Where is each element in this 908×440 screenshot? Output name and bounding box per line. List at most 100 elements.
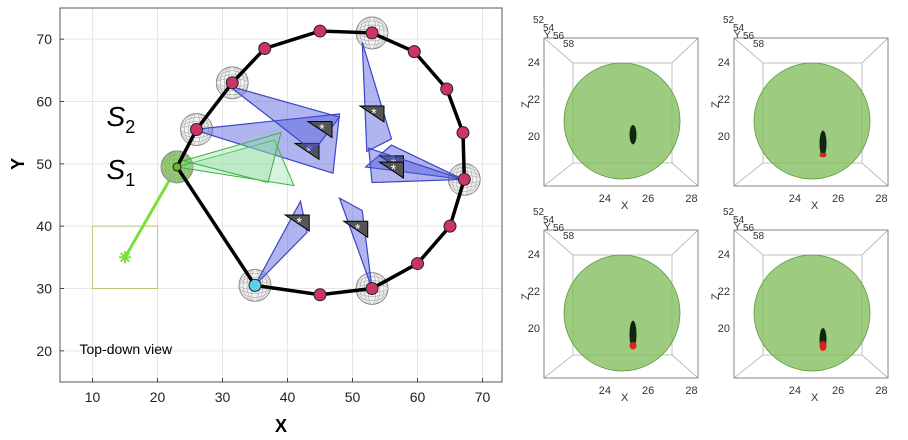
centroid-star: * [371,105,377,121]
sphere-meridian [164,150,190,184]
target-box [92,225,158,290]
inset-z-tick: 20 [718,323,730,335]
robot-chain [175,29,467,297]
box-edge [733,37,764,64]
y-tick-label: 30 [36,281,52,297]
sphere-parallel [160,154,194,180]
inset-depth-axis-mark: Y [734,30,741,41]
box-edge [733,162,764,187]
chain-node [440,82,454,96]
inset-z-label: Z [520,293,532,300]
chain-node [313,24,327,38]
chain-node [258,42,272,56]
inset-depth-axis-mark: Y [734,222,741,233]
grid [60,8,502,382]
box-edge [861,162,889,187]
inset-z-tick: 24 [528,249,540,261]
support-triangle [338,196,373,289]
box-edge [861,354,889,379]
inset-depth-tick: 54 [733,23,745,34]
y-tick-label: 70 [36,31,52,47]
sphere-label-s2: S2 [107,101,136,137]
axis-ticks: 10 20 30 40 50 60 70 20 30 40 50 60 70 [36,31,490,405]
chain-node [225,76,239,90]
inset-x-tick: 26 [642,193,654,205]
support-triangle [361,42,393,153]
sphere-meridian [220,66,245,100]
contact-points [819,341,827,352]
sphere-meridian [184,113,209,146]
sphere-parallel [180,117,213,142]
support-triangle [193,113,341,174]
target-point-star [120,252,130,263]
workspace-sphere [563,254,681,372]
inset-x-tick: 26 [832,193,844,205]
inset-z-tick: 20 [718,131,730,143]
x-tick-label: 20 [150,389,166,405]
inset-depth-tick: 52 [723,207,735,218]
contact-pad [377,161,404,180]
inset-x-tick: 24 [789,385,801,397]
centroid-star: * [319,121,325,137]
inset-x-tick: 24 [599,193,611,205]
inset-x-tick: 28 [875,385,887,397]
inset-x-tick: 24 [599,385,611,397]
box-edge [671,37,699,64]
chain-node [411,257,424,271]
chain-node [407,45,421,59]
inset-x-label: X [621,392,629,404]
plot-frame [59,7,503,383]
box-edge [861,229,889,256]
inset-x-tick: 26 [642,385,654,397]
start-node [248,278,262,292]
centroid-star: * [297,214,303,230]
inset-z-tick: 24 [718,57,730,69]
sphere-parallel [216,70,249,96]
inset-depth-tick: 54 [733,215,745,226]
y-tick-label: 60 [36,94,52,110]
box-edge [733,229,764,256]
inset-x-tick: 28 [875,193,887,205]
x-tick-label: 60 [410,389,426,405]
point-cluster [629,124,637,145]
chain-node [313,288,327,302]
inset-z-tick: 22 [528,94,540,106]
centroid-star: * [391,161,397,177]
contact-pad [342,220,369,239]
anchor-node [172,162,182,172]
guide-line [123,166,179,259]
inset-depth-tick: 52 [533,15,545,26]
target-triangle [181,131,282,184]
box-edge [543,229,574,256]
inset-z-tick: 20 [528,131,540,143]
box-edge [861,37,889,64]
box-edge [671,162,699,187]
x-tick-label: 70 [475,389,491,405]
inset-depth-axis-mark: Y [544,30,551,41]
inset-depth-tick: 54 [543,215,555,226]
centroid-star: * [355,220,361,236]
y-tick-label: 20 [36,343,52,359]
contact-pad [306,121,333,139]
box-edge [733,354,764,379]
inset-depth-tick: 56 [553,223,565,234]
inset-depth-axis-mark: Y [544,222,551,233]
contact-points [629,341,637,350]
x-tick-label: 10 [85,389,101,405]
inset-z-label: Z [710,101,722,108]
inset-x-tick: 28 [685,385,697,397]
inset-depth-tick: 58 [753,231,765,242]
view-annotation: Top-down view [80,341,173,357]
chain-node [365,26,379,40]
chain-node [457,172,471,186]
x-tick-label: 50 [345,389,361,405]
workspace-sphere [753,62,871,180]
sphere-label-s1: S1 [107,154,136,190]
x-tick-label: 30 [215,389,231,405]
